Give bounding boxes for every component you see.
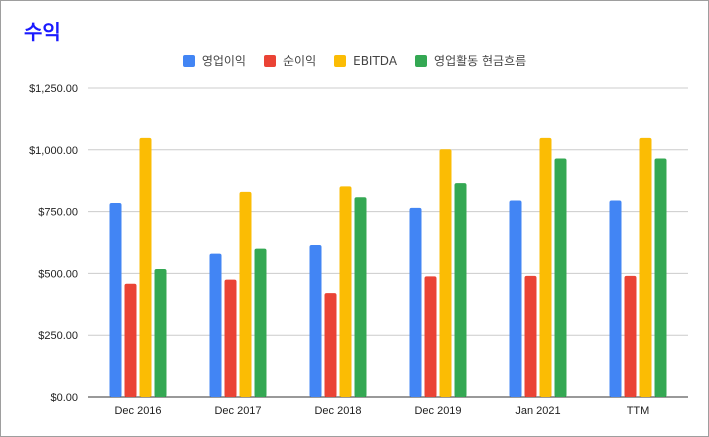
y-tick-label: $250.00 (38, 330, 78, 342)
bar-5-0[interactable] (609, 200, 622, 397)
y-tick-label: $0.00 (50, 392, 78, 404)
bar-4-0[interactable] (509, 200, 522, 397)
bar-4-1[interactable] (524, 275, 537, 397)
bar-5-2[interactable] (639, 137, 652, 398)
y-tick-label: $1,000.00 (29, 145, 78, 157)
bar-5-1[interactable] (624, 275, 637, 397)
bar-4-3[interactable] (554, 158, 567, 397)
x-tick-label: Dec 2017 (214, 405, 261, 417)
bar-0-0[interactable] (109, 202, 122, 397)
bar-0-1[interactable] (124, 283, 137, 397)
bar-3-1[interactable] (424, 276, 437, 397)
bar-1-3[interactable] (254, 248, 267, 397)
bar-0-2[interactable] (139, 137, 152, 398)
y-tick-label: $1,250.00 (29, 83, 78, 95)
bar-3-2[interactable] (439, 149, 452, 397)
legend-swatch (182, 54, 195, 67)
bar-1-2[interactable] (239, 191, 252, 397)
bar-0-3[interactable] (154, 268, 167, 397)
legend-swatch (263, 54, 276, 67)
legend-label: 영업이익 (201, 54, 246, 68)
bar-1-1[interactable] (224, 279, 237, 397)
legend-label: 순이익 (282, 54, 317, 68)
legend-item-ebitda[interactable]: EBITDA (334, 52, 397, 69)
bar-4-2[interactable] (539, 137, 552, 398)
x-tick-label: Dec 2018 (314, 405, 361, 417)
bar-2-0[interactable] (309, 244, 322, 397)
x-tick-label: Dec 2016 (114, 405, 161, 417)
bar-1-0[interactable] (209, 253, 222, 397)
y-tick-label: $500.00 (38, 268, 78, 280)
bar-2-1[interactable] (324, 293, 337, 397)
bar-3-3[interactable] (454, 183, 467, 397)
chart-title: 수익 (24, 20, 61, 44)
legend-label: EBITDA (353, 53, 398, 68)
x-tick-label: Jan 2021 (515, 405, 560, 417)
legend-swatch (415, 54, 428, 67)
x-tick-label: Dec 2019 (414, 405, 461, 417)
x-tick-label: TTM (627, 405, 650, 417)
bar-2-2[interactable] (339, 186, 352, 397)
y-tick-label: $750.00 (38, 207, 78, 219)
bar-2-3[interactable] (354, 197, 367, 397)
legend-item-net-income[interactable]: 순이익 (263, 52, 317, 69)
bar-3-0[interactable] (409, 207, 422, 397)
legend: 영업이익 순이익 EBITDA 영업활동 현금흐름 (0, 52, 709, 69)
legend-item-operating-income[interactable]: 영업이익 (182, 52, 246, 69)
legend-item-operating-cash-flow[interactable]: 영업활동 현금흐름 (415, 52, 526, 69)
legend-label: 영업활동 현금흐름 (434, 54, 527, 68)
bar-5-3[interactable] (654, 158, 667, 397)
legend-swatch (334, 54, 347, 67)
